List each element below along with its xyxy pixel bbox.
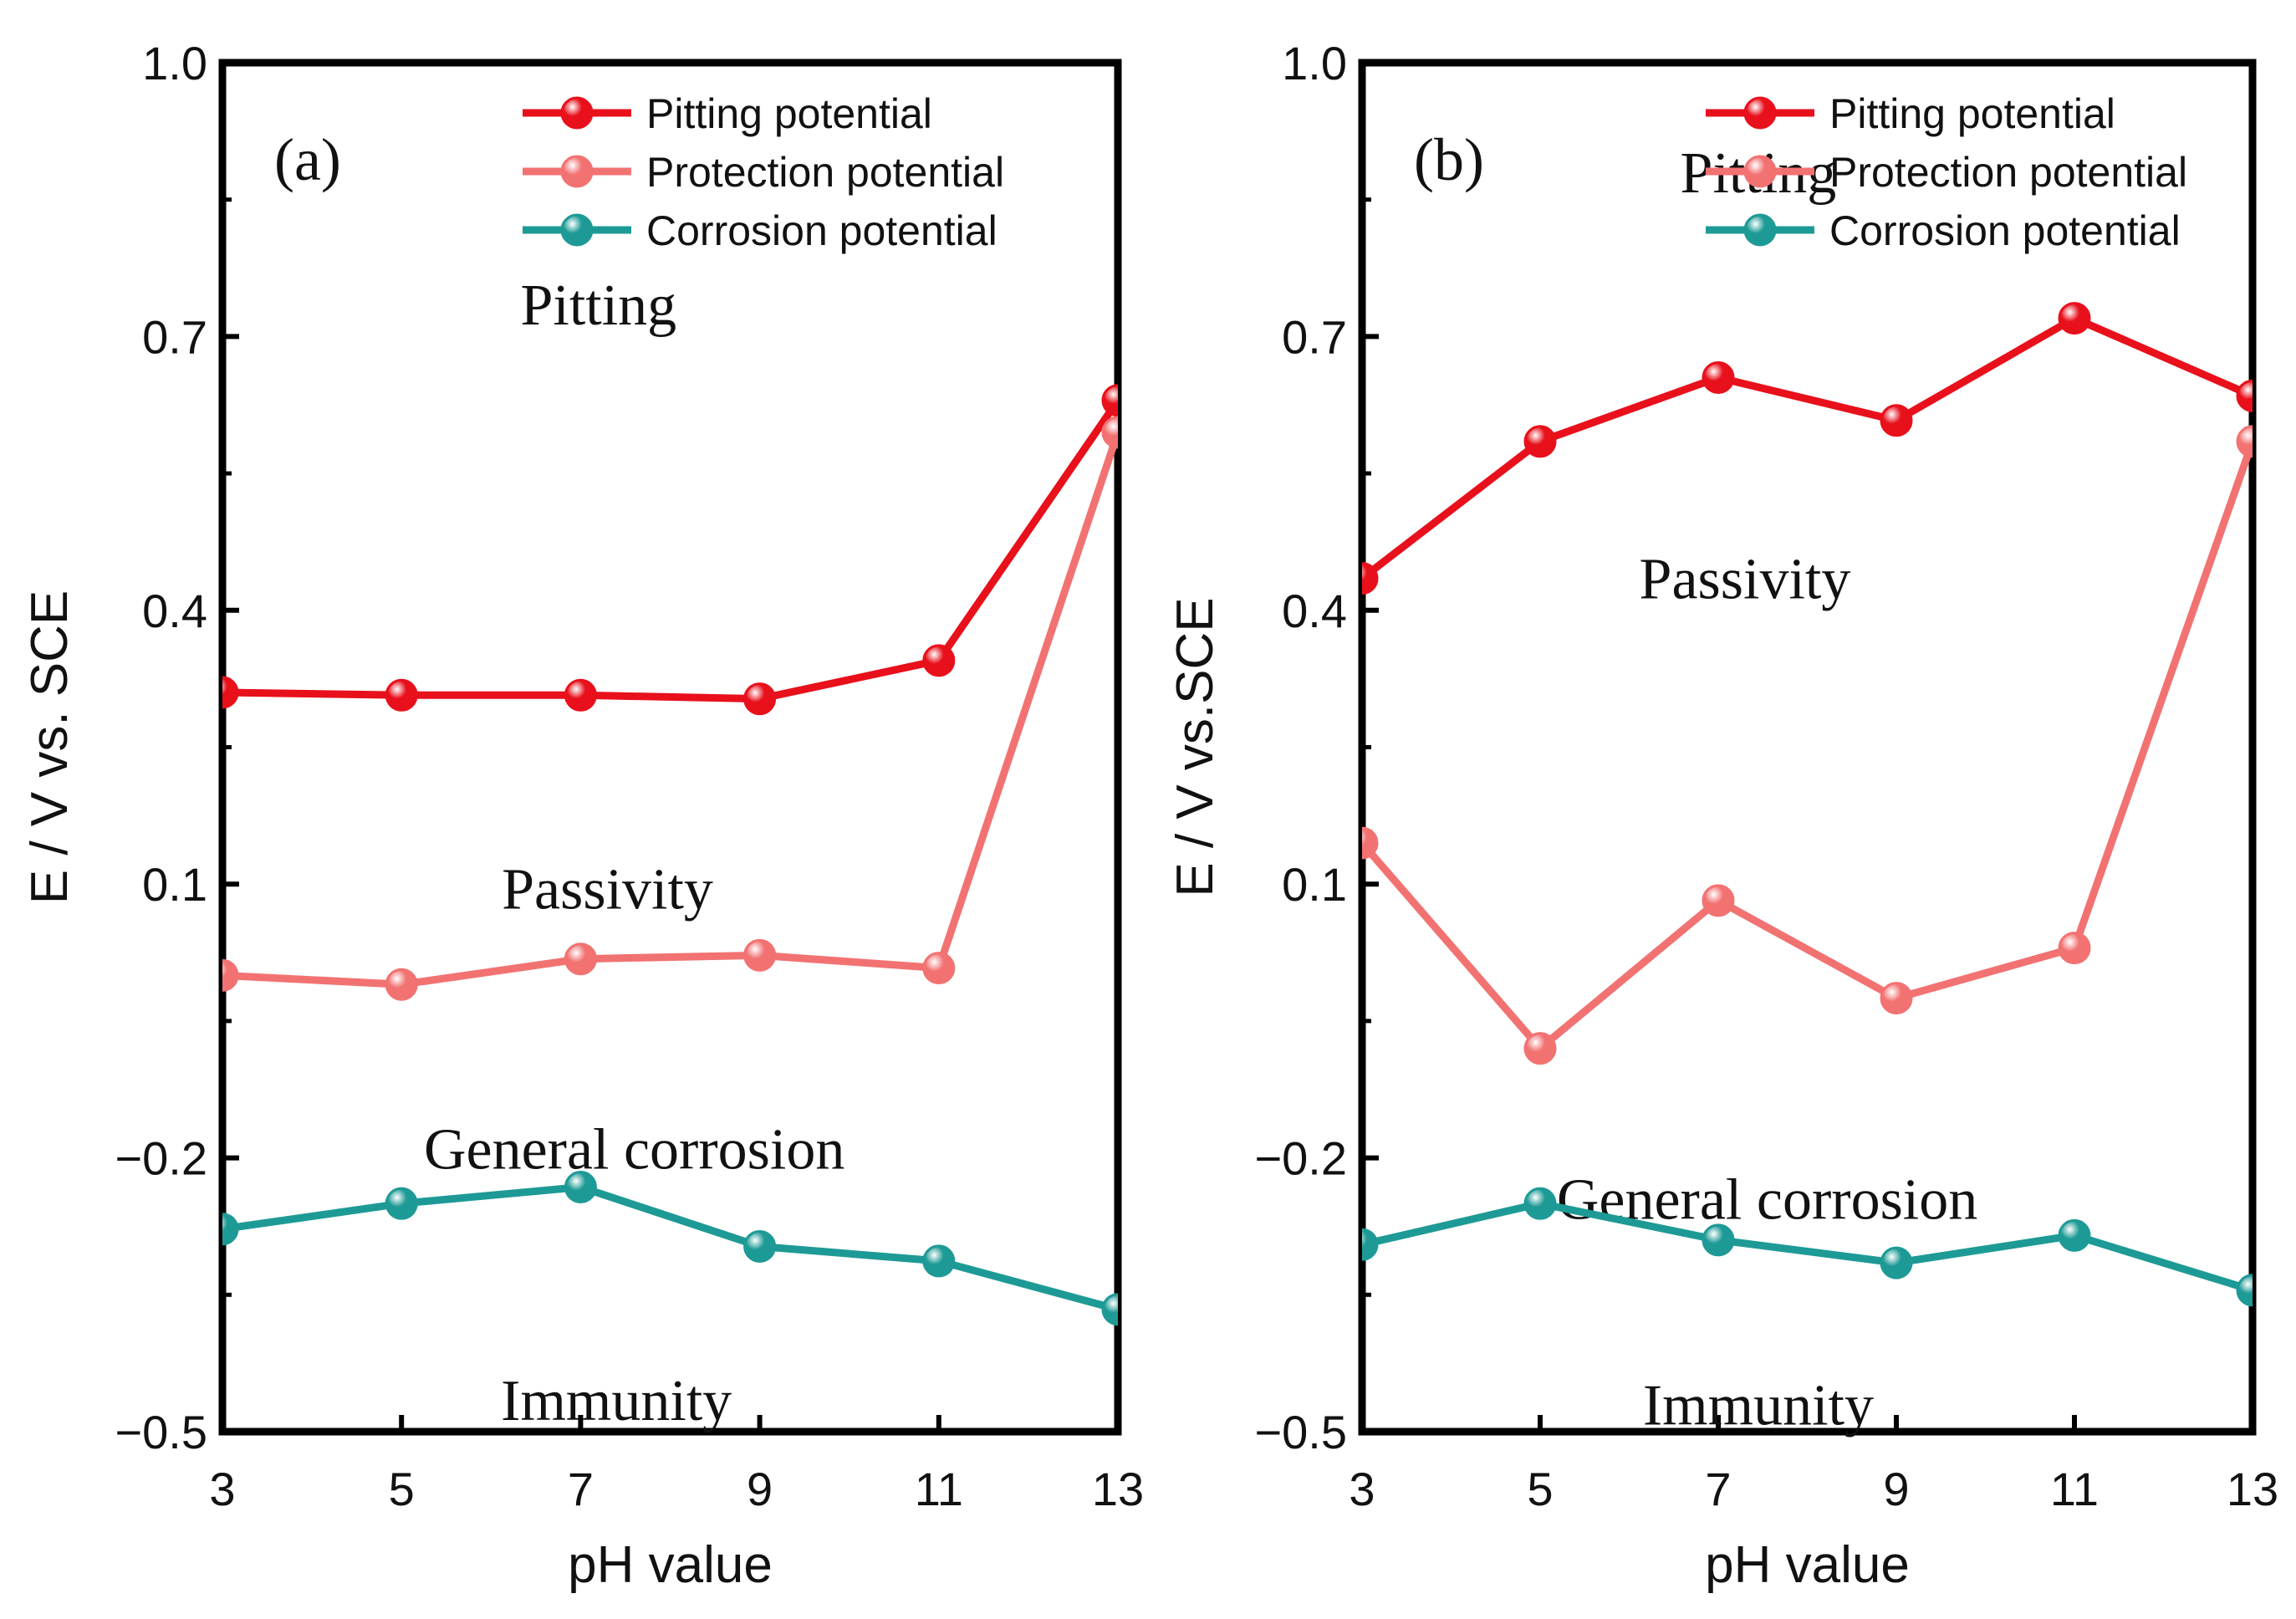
panel-label: (a) <box>274 126 341 193</box>
x-tick-label: 7 <box>1705 1463 1731 1515</box>
data-point <box>1702 1223 1735 1257</box>
data-layer <box>222 384 1118 1326</box>
plot-frame <box>218 59 1122 1436</box>
legend-marker <box>1743 213 1777 247</box>
x-tick-label: 7 <box>568 1463 594 1515</box>
data-point <box>743 1229 777 1263</box>
legend-label: Pitting potential <box>1829 90 2115 137</box>
x-tick-label: 9 <box>747 1463 773 1515</box>
y-axis-title: E / V vs. SCE <box>21 590 79 905</box>
legend-label: Corrosion potential <box>1829 207 2181 254</box>
legend-marker <box>1743 155 1777 188</box>
x-tick-label: 3 <box>209 1463 235 1515</box>
region-label: Passivity <box>1640 548 1851 612</box>
data-point <box>222 676 239 709</box>
y-tick-label: 0.4 <box>142 585 207 637</box>
data-point <box>385 678 418 712</box>
data-point <box>1362 562 1379 595</box>
y-tick-label: −0.5 <box>115 1406 207 1458</box>
data-point <box>1880 1246 1913 1279</box>
y-tick-label: 1.0 <box>142 37 207 89</box>
region-label: Pitting <box>520 273 676 338</box>
x-tick-label: 11 <box>915 1463 963 1515</box>
chart-panel-a: 3 5 7 9 11 13 −0.5 −0.2 0.1 0.4 0.7 1.0 pH value E / … <box>21 37 1144 1594</box>
x-axis-title: pH value <box>568 1536 773 1594</box>
data-point <box>564 942 597 976</box>
y-tick-label: 0.1 <box>142 858 207 911</box>
x-tick-label: 9 <box>1883 1463 1909 1515</box>
data-point <box>922 952 956 985</box>
series-line <box>1362 314 2253 582</box>
series-line <box>222 398 1118 703</box>
data-point <box>222 1213 239 1246</box>
data-point <box>222 958 239 992</box>
data-point <box>1702 884 1735 917</box>
data-point <box>2236 379 2253 412</box>
legend-marker <box>560 155 594 188</box>
series-line <box>222 431 1118 988</box>
series-line <box>1362 1199 2253 1295</box>
x-tick-label: 5 <box>1527 1463 1553 1515</box>
x-tick-label: 5 <box>389 1463 415 1515</box>
data-point <box>1523 1032 1557 1065</box>
chart-panel-b: 3 5 7 9 11 13 −0.5 −0.2 0.1 0.4 0.7 1.0 pH value E / … <box>1166 37 2278 1594</box>
data-point <box>1101 1293 1118 1326</box>
legend-label: Pitting potential <box>646 90 932 137</box>
y-axis-title: E / V vs.SCE <box>1166 597 1224 896</box>
data-point <box>2058 1218 2091 1252</box>
data-point <box>1702 361 1735 395</box>
data-point <box>564 678 597 712</box>
data-point <box>743 938 777 972</box>
series-line <box>222 1183 1118 1314</box>
data-point <box>564 1171 597 1204</box>
region-label: General corrosion <box>424 1118 844 1182</box>
x-tick-label: 3 <box>1349 1463 1375 1515</box>
y-tick-label: 0.7 <box>142 310 207 363</box>
data-point <box>1101 416 1118 449</box>
y-tick-label: 1.0 <box>1282 37 1347 89</box>
data-point <box>2236 425 2253 458</box>
y-tick-label: 0.1 <box>1282 858 1347 911</box>
data-point <box>1362 826 1379 860</box>
data-point <box>1523 425 1557 458</box>
region-label: Immunity <box>501 1369 732 1433</box>
series-line <box>1362 440 2253 1053</box>
panel-label: (b) <box>1414 126 1484 193</box>
data-point <box>2058 302 2091 335</box>
region-label: Immunity <box>1643 1373 1874 1438</box>
data-point <box>385 968 418 1001</box>
data-point <box>922 644 956 677</box>
x-axis-title: pH value <box>1705 1536 1910 1594</box>
data-point <box>1523 1187 1557 1220</box>
region-label: Passivity <box>502 858 713 922</box>
legend-marker <box>560 213 594 247</box>
y-tick-label: −0.2 <box>115 1132 207 1185</box>
data-layer <box>1362 302 2253 1307</box>
data-point <box>2236 1274 2253 1307</box>
x-tick-label: 13 <box>2227 1463 2278 1515</box>
y-tick-label: 0.4 <box>1282 585 1347 637</box>
data-point <box>922 1244 956 1278</box>
data-point <box>1880 982 1913 1015</box>
y-tick-label: −0.5 <box>1254 1406 1347 1458</box>
x-tick-label: 13 <box>1092 1463 1144 1515</box>
legend-marker <box>1743 96 1777 130</box>
legend-label: Protection potential <box>646 149 1004 196</box>
data-point <box>1101 384 1118 417</box>
legend-label: Corrosion potential <box>646 207 997 254</box>
y-tick-label: 0.7 <box>1282 310 1347 363</box>
data-point <box>1362 1228 1379 1261</box>
legend-marker <box>560 96 594 130</box>
data-point <box>2058 932 2091 965</box>
data-point <box>743 682 777 716</box>
x-tick-label: 11 <box>2050 1463 2099 1515</box>
legend-label: Protection potential <box>1829 149 2187 196</box>
y-tick-label: −0.2 <box>1254 1132 1347 1185</box>
data-point <box>385 1187 418 1220</box>
data-point <box>1880 404 1913 437</box>
